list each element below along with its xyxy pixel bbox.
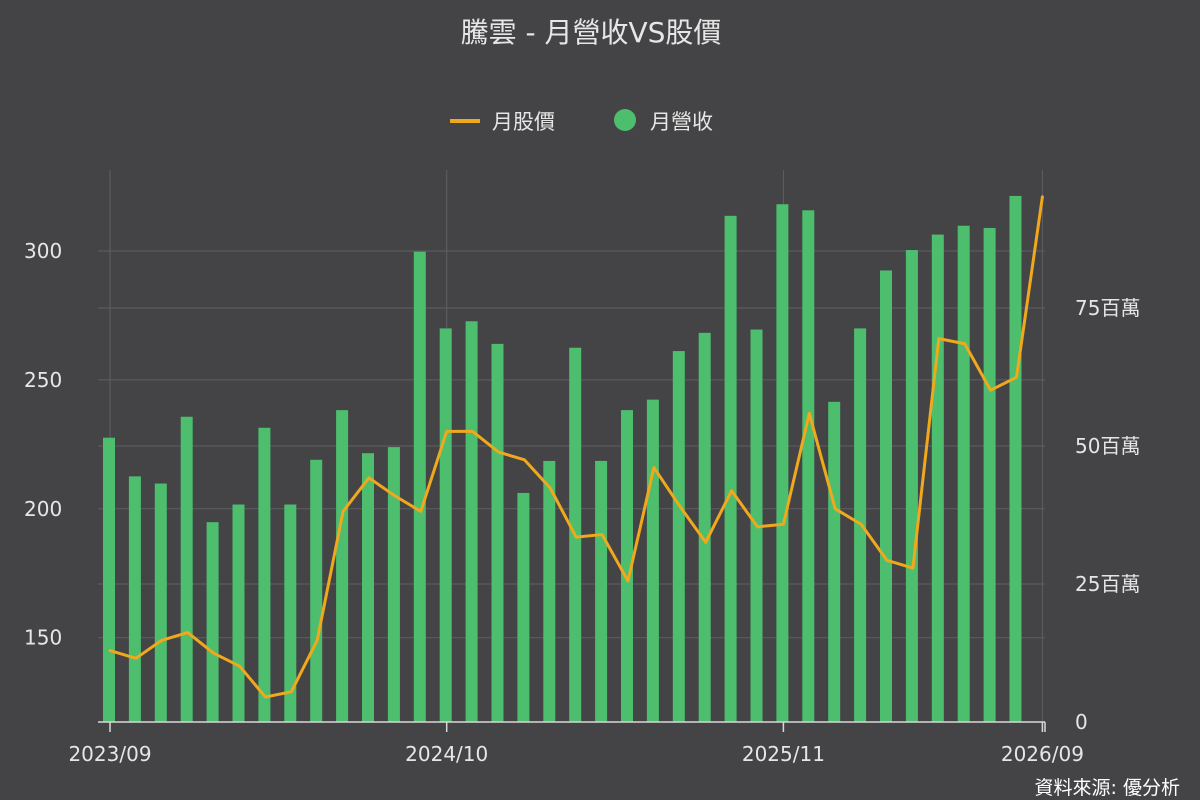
revenue-bar[interactable]: [776, 204, 789, 722]
revenue-bar[interactable]: [180, 416, 193, 722]
revenue-bar[interactable]: [336, 410, 349, 722]
revenue-bar[interactable]: [957, 225, 970, 722]
tick-labels: 150 200 250 300 0 25百萬 50百萬 75百萬 2023/09 2024/10 2…: [24, 239, 1140, 766]
legend-item-revenue[interactable]: 月營收: [650, 110, 713, 134]
y-left-tick-label: 250: [24, 368, 62, 392]
revenue-bar[interactable]: [258, 427, 271, 722]
y-right-tick-label: 25百萬: [1075, 572, 1140, 596]
y-left-tick-label: 150: [24, 626, 62, 650]
axes: [98, 721, 1046, 732]
revenue-bar[interactable]: [413, 251, 426, 723]
revenue-bar[interactable]: [724, 215, 737, 723]
revenue-bar[interactable]: [103, 437, 115, 722]
revenue-bar[interactable]: [465, 321, 478, 722]
revenue-bar[interactable]: [672, 351, 685, 722]
revenue-bar[interactable]: [1009, 195, 1022, 723]
revenue-bar[interactable]: [154, 483, 167, 722]
x-tick-label: 2025/11: [742, 742, 825, 766]
revenue-bars: [103, 195, 1022, 723]
x-tick-label: 2026/09: [1001, 742, 1084, 766]
source-credit: 資料來源: 優分析: [1035, 777, 1180, 799]
revenue-bar[interactable]: [905, 250, 918, 723]
legend-dot-swatch: [614, 109, 636, 131]
revenue-bar[interactable]: [206, 522, 219, 722]
y-right-tick-label: 50百萬: [1075, 434, 1140, 458]
price-line-layer: [108, 195, 1044, 699]
y-left-tick-label: 200: [24, 497, 62, 521]
revenue-bar[interactable]: [517, 492, 530, 722]
revenue-bar[interactable]: [595, 460, 608, 722]
revenue-bar[interactable]: [232, 504, 245, 722]
price-line[interactable]: [108, 195, 1044, 699]
revenue-bar[interactable]: [828, 401, 841, 722]
legend-item-price[interactable]: 月股價: [492, 110, 555, 134]
x-tick-label: 2023/09: [68, 742, 151, 766]
revenue-bar[interactable]: [362, 453, 374, 722]
revenue-bar[interactable]: [983, 227, 996, 722]
revenue-bar[interactable]: [802, 210, 815, 722]
revenue-bar[interactable]: [698, 332, 711, 722]
revenue-bar[interactable]: [439, 328, 452, 722]
chart-title: 騰雲 - 月營收VS股價: [461, 16, 722, 49]
revenue-bar[interactable]: [646, 399, 659, 722]
revenue-bar[interactable]: [880, 270, 892, 722]
y-right-tick-label: 0: [1075, 710, 1088, 734]
y-left-tick-label: 300: [24, 239, 62, 263]
revenue-bar[interactable]: [310, 459, 323, 722]
legend: 月股價 月營收: [450, 109, 713, 134]
revenue-bar[interactable]: [931, 234, 944, 723]
x-tick-label: 2024/10: [405, 742, 488, 766]
revenue-bar[interactable]: [491, 343, 504, 722]
revenue-bar[interactable]: [284, 504, 297, 722]
y-right-tick-label: 75百萬: [1075, 296, 1140, 320]
revenue-bar[interactable]: [387, 447, 400, 722]
revenue-bar[interactable]: [621, 410, 633, 722]
revenue-bar[interactable]: [128, 476, 141, 722]
revenue-bar[interactable]: [543, 460, 556, 722]
